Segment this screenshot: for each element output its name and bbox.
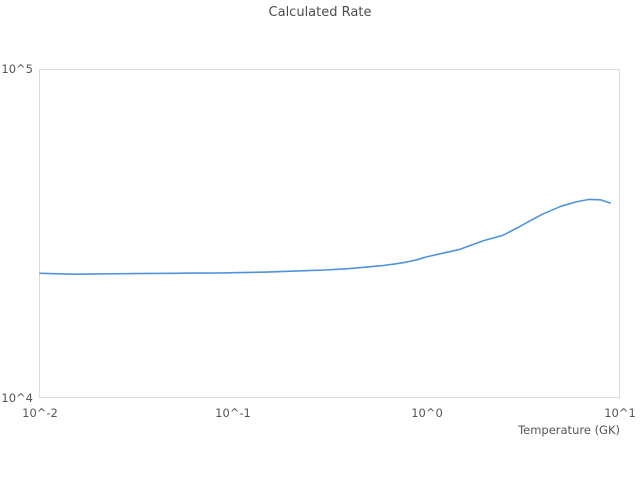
plot-area	[39, 69, 620, 398]
rate-line-series	[39, 198, 612, 275]
x-tick-1e-2: 10^-2	[22, 406, 58, 420]
y-tick-1e5: 10^5	[1, 62, 33, 76]
x-axis-label: Temperature (GK)	[518, 423, 620, 437]
y-tick-1e4: 10^4	[1, 391, 33, 405]
x-tick-1e0: 10^0	[411, 406, 443, 420]
rate-line	[39, 198, 612, 275]
chart-title: Calculated Rate	[268, 5, 372, 20]
x-tick-1e-1: 10^-1	[215, 406, 251, 420]
x-tick-1e1: 10^1	[604, 406, 636, 420]
